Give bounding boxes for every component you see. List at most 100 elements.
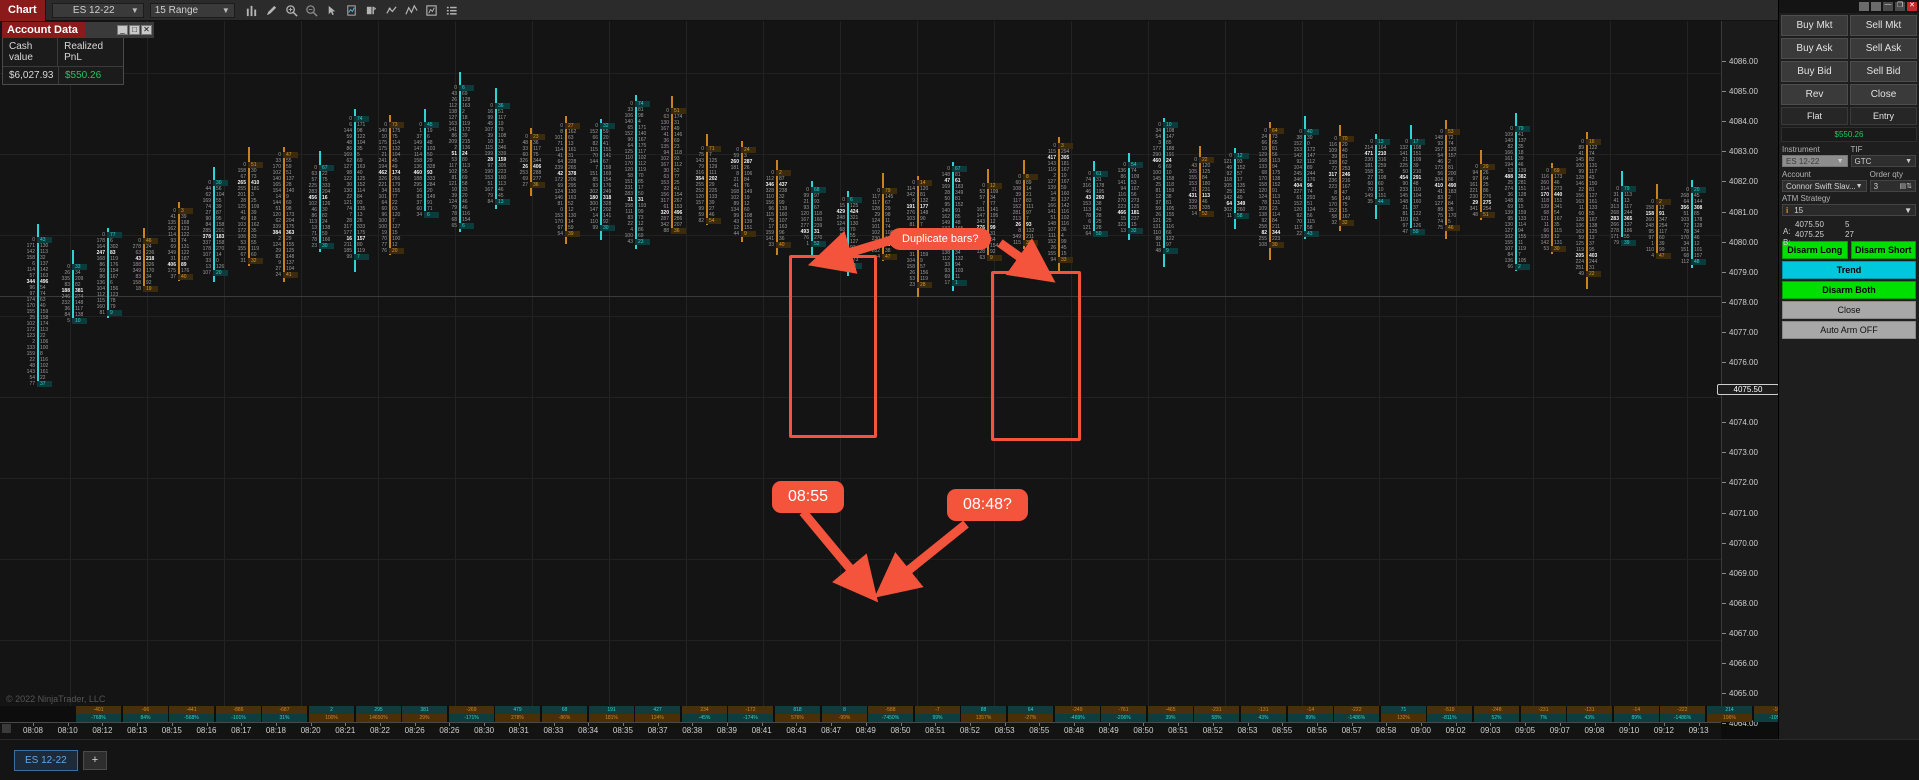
- instrument-selector[interactable]: ES 12-22 ▼: [51, 2, 144, 18]
- maximize-icon[interactable]: ❐: [1895, 2, 1905, 11]
- tif-select[interactable]: GTC ▼: [1850, 155, 1916, 167]
- minimize-icon[interactable]: _: [117, 25, 128, 35]
- order-qty-stepper[interactable]: 3 ▤ ⇅: [1869, 180, 1916, 192]
- atm-strategy-select[interactable]: i 15 ▼: [1782, 204, 1916, 216]
- footprint-bar[interactable]: 0 54 136 74 86 109 141 53 94 167 116 56 270 273 223 125…: [1113, 153, 1143, 240]
- footprint-bar[interactable]: 0 79 117 145 117 67 128 29 29 98 124 11 101 74 102 106 2…: [867, 173, 897, 261]
- trend-button[interactable]: Trend: [1782, 261, 1916, 279]
- footprint-bar[interactable]: 0 45 1 19 37 6 149 48 147 103 114 50 158 29 136 328 460 9…: [409, 109, 439, 218]
- bid-volume-cell: 152: [1293, 201, 1302, 207]
- cursor-arrow-icon[interactable]: [325, 4, 338, 17]
- footprint-bar[interactable]: 0 40 38 30 152 0 153 172 142 147 92 112 104 89 245 244 3…: [1289, 116, 1319, 239]
- footprint-bar[interactable]: 0 3 41 39 135 168 162 123 114 122 93 74 69 131 349 122 3…: [163, 202, 193, 281]
- footprint-row: 64 22: [374, 200, 404, 206]
- properties-icon[interactable]: [365, 4, 378, 17]
- indicators-icon[interactable]: [405, 4, 418, 17]
- footprint-bar[interactable]: 0 12 121 93 49 152 92 57 118 17 105 135 25 281 142 49 64…: [1219, 148, 1249, 229]
- footprint-bar[interactable]: 0 73 140 175 10 75 175 114 175 132 21 104 241 45 194 49…: [374, 115, 404, 255]
- disarm-short-button[interactable]: Disarm Short: [1850, 241, 1916, 259]
- footprint-bar[interactable]: 0 53 148 72 93 74 157 120 54 157 46 2 173 81 56 200 304 8…: [1430, 120, 1460, 239]
- footprint-bar[interactable]: 0 43 171 130 142 113 158 32 6 137 114 142 57 163 344 49…: [22, 224, 52, 387]
- sell-ask-button[interactable]: Sell Ask: [1850, 38, 1917, 59]
- disarm-both-button[interactable]: Disarm Both: [1782, 281, 1916, 299]
- footprint-bar[interactable]: 0 51 158 30 67 73 265 410 255 181 201 3 28 25 125 109 41…: [233, 147, 263, 266]
- footprint-bar[interactable]: 0 10 34 108 54 147 3 85 177 188 290 191 460 24 6 69 100 1…: [1148, 118, 1178, 267]
- close-position-button[interactable]: Close: [1850, 84, 1917, 105]
- chart-trader-icon[interactable]: [385, 4, 398, 17]
- footprint-bar[interactable]: 0 2 158 12 158 91 260 347 248 254 95 117 97 60 1 39 110 9…: [1641, 184, 1671, 259]
- footprint-bar[interactable]: 0 24 59 3 260 287 181 26 8 106 21 84 41 76 168 149 102 19…: [726, 141, 756, 242]
- footprint-bar[interactable]: 0 29 94 26 97 64 161 25 221 86 230 276 29 275 341 254 48…: [1465, 150, 1495, 220]
- restore-icon-1[interactable]: [1859, 2, 1869, 11]
- disarm-long-button[interactable]: Disarm Long: [1782, 241, 1848, 259]
- minimize-icon[interactable]: —: [1883, 1, 1893, 11]
- footprint-bar[interactable]: 0 32 152 59 66 20 82 41 115 151 70 141 144 67 7 159 151 1…: [585, 119, 615, 240]
- templates-icon[interactable]: [425, 4, 438, 17]
- rev-button[interactable]: Rev: [1781, 84, 1848, 105]
- footprint-bar[interactable]: 0 47 33 55 170 59 102 51 140 137 165 28 154 140 14 9 144…: [268, 147, 298, 282]
- footprint-bar[interactable]: 0 69 116 173 260 46 314 273 170 440 118 151 139 341 68…: [1536, 163, 1566, 254]
- workspace-tab-es[interactable]: ES 12-22: [14, 749, 78, 771]
- footprint-bar[interactable]: 0 51 63 174 130 31 167 49 41 146 36 69 135 23 94 118 102…: [656, 96, 686, 234]
- footprint-bar[interactable]: 0 13 214 164 471 210 230 316 181 259 158 25 27 108 60 6…: [1360, 134, 1390, 219]
- instrument-input[interactable]: ES 12-22 ▼: [1782, 155, 1848, 167]
- footprint-bar[interactable]: 0 23 48 36 33 117 60 75 326 344 26 406 253 288 69 277 27…: [515, 128, 545, 196]
- footprint-bar[interactable]: 0 20 268 45 64 144 356 308 51 85 103 178 72 128 78 34 17…: [1676, 180, 1706, 268]
- footprint-bar[interactable]: 0 68 99 97 21 93 93 67 120 118 167 160 277 239 493 31 76…: [796, 181, 826, 255]
- sell-mkt-button[interactable]: Sell Mkt: [1850, 15, 1917, 36]
- close-icon[interactable]: ✕: [1907, 2, 1917, 11]
- spinner-arrows-icon[interactable]: ⇅: [1906, 183, 1912, 190]
- footprint-bar[interactable]: 0 17 132 108 141 151 21 109 225 39 50 210 454 291 90 48…: [1395, 125, 1425, 235]
- footprint-bar[interactable]: 0 74 33 81 106 98 140 4 65 171 152 140 90 167 64 175 125…: [620, 95, 650, 249]
- footprint-bar[interactable]: 0 67 63 22 57 75 225 333 283 204 456 16 102 126 46 30 86…: [304, 151, 334, 252]
- footprint-bar[interactable]: 0 67 148 81 47 61 169 183 28 349 50 81 95 152 140 91 162…: [937, 162, 967, 291]
- bid-volume-cell: 185: [343, 248, 352, 254]
- footprint-bar[interactable]: 0 6 43 69 26 128 112 163 138 2 127 18 163 119 141 172 86…: [444, 72, 474, 232]
- footprint-bar[interactable]: 0 2 112 87 346 437 328 238 110 32 156 99 96 139 115 160…: [761, 160, 791, 255]
- add-tab-button[interactable]: +: [82, 750, 108, 770]
- data-series-icon[interactable]: [345, 4, 358, 17]
- ask-volume-cell: 137: [286, 260, 295, 266]
- chart-menu-button[interactable]: Chart: [0, 0, 46, 21]
- time-axis[interactable]: 08:08 08:10 08:12 08:13 08:15 08:16 08:17 08:18…: [0, 722, 1721, 739]
- footprint-bar[interactable]: 0 79 31 113 41 13 313 117 268 244 283 365 266 137 278 1…: [1606, 171, 1636, 246]
- draw-pencil-icon[interactable]: [265, 4, 278, 17]
- footprint-bar[interactable]: 0 70 116 20 109 40 39 81 138 62 72 253 317 246 236 216 2…: [1324, 125, 1354, 231]
- footprint-bar[interactable]: 0 8 60 89 108 14 39 21 117 83 152 111 281 97 213 7 26 93 8…: [1008, 160, 1038, 249]
- close-icon[interactable]: ✕: [141, 25, 152, 35]
- footprint-bar[interactable]: 0 74 6 171 144 98 59 122 48 104 86 35 169 5 62 69 127 163…: [339, 109, 369, 272]
- footprint-bar[interactable]: 0 3 115 294 417 305 143 181 116 167 2 10 127 167 139 59…: [1043, 137, 1073, 271]
- axis-corner-handle[interactable]: [2, 724, 11, 733]
- buy-mkt-button[interactable]: Buy Mkt: [1781, 15, 1848, 36]
- bar-chart-icon[interactable]: [245, 4, 258, 17]
- footprint-bar[interactable]: 0 71 75 7 143 125 79 129 316 111 354 202 255 29 252 225…: [691, 134, 721, 225]
- footprint-bar[interactable]: 0 22 43 120 105 125 155 84 153 180 31 231 431 113 339 4…: [1184, 146, 1214, 217]
- zoom-in-icon[interactable]: [285, 4, 298, 17]
- footprint-bar[interactable]: 0 77 178 6 164 302 247 83 168 119 86 176 59 154 86 167 1…: [92, 228, 122, 318]
- price-axis[interactable]: 4086.00 4085.00 4084.00 4083.00 4082.00 4081.…: [1717, 21, 1779, 758]
- footprint-bar[interactable]: 0 16 89 122 41 74 145 82 100 131 99 117 128 43 146 150 2…: [1571, 132, 1601, 289]
- buy-ask-button[interactable]: Buy Ask: [1781, 38, 1848, 59]
- maximize-icon[interactable]: □: [129, 25, 140, 35]
- footprint-bar[interactable]: 0 30 44 56 62 104 169 55 74 39 27 87 90 95 84 158 285 201…: [198, 167, 228, 282]
- footprint-row: 295 284: [409, 182, 439, 188]
- footprint-bar[interactable]: 0 36 16 51 99 117 45 19 107 79 39 108 10 13 115 346 199 3…: [480, 88, 510, 209]
- auto-arm-toggle[interactable]: Auto Arm OFF: [1782, 321, 1916, 339]
- calculator-icon[interactable]: ▤: [1899, 183, 1907, 190]
- zoom-out-icon[interactable]: [305, 4, 318, 17]
- flat-button[interactable]: Flat: [1781, 107, 1848, 125]
- entry-button[interactable]: Entry: [1850, 107, 1917, 125]
- footprint-bar[interactable]: 0 33 26 34 335 209 83 82 188 381 246 274 232 148 36 117…: [57, 250, 87, 324]
- footprint-bar[interactable]: 0 61 74 31 316 178 46 195 43 260 153 38 113 43 78 28 6 25…: [1078, 161, 1108, 237]
- buy-bid-button[interactable]: Buy Bid: [1781, 61, 1848, 82]
- footprint-bar[interactable]: 0 27 8 162 101 63 71 13 114 161 41 31 64 228 239 265 42 3…: [550, 116, 580, 244]
- close-all-button[interactable]: Close: [1782, 301, 1916, 319]
- restore-icon-2[interactable]: [1871, 2, 1881, 11]
- sell-bid-button[interactable]: Sell Bid: [1850, 61, 1917, 82]
- list-icon[interactable]: [445, 4, 458, 17]
- footprint-bar[interactable]: 0 46 278 24 63 236 43 218 188 326 349 170 83 34 158 92 1…: [128, 228, 158, 292]
- account-select[interactable]: Connor Swift Slav... ▼: [1782, 180, 1867, 192]
- footprint-bar[interactable]: 0 64 24 73 66 65 19 81 129 56 168 113 133 94 68 175 170 1…: [1254, 122, 1284, 260]
- footprint-bar[interactable]: 0 79 109 41 140 137 82 35 166 18 161 39 194 46 13 139 48…: [1500, 113, 1530, 271]
- interval-selector[interactable]: 15 Range ▼: [149, 2, 235, 18]
